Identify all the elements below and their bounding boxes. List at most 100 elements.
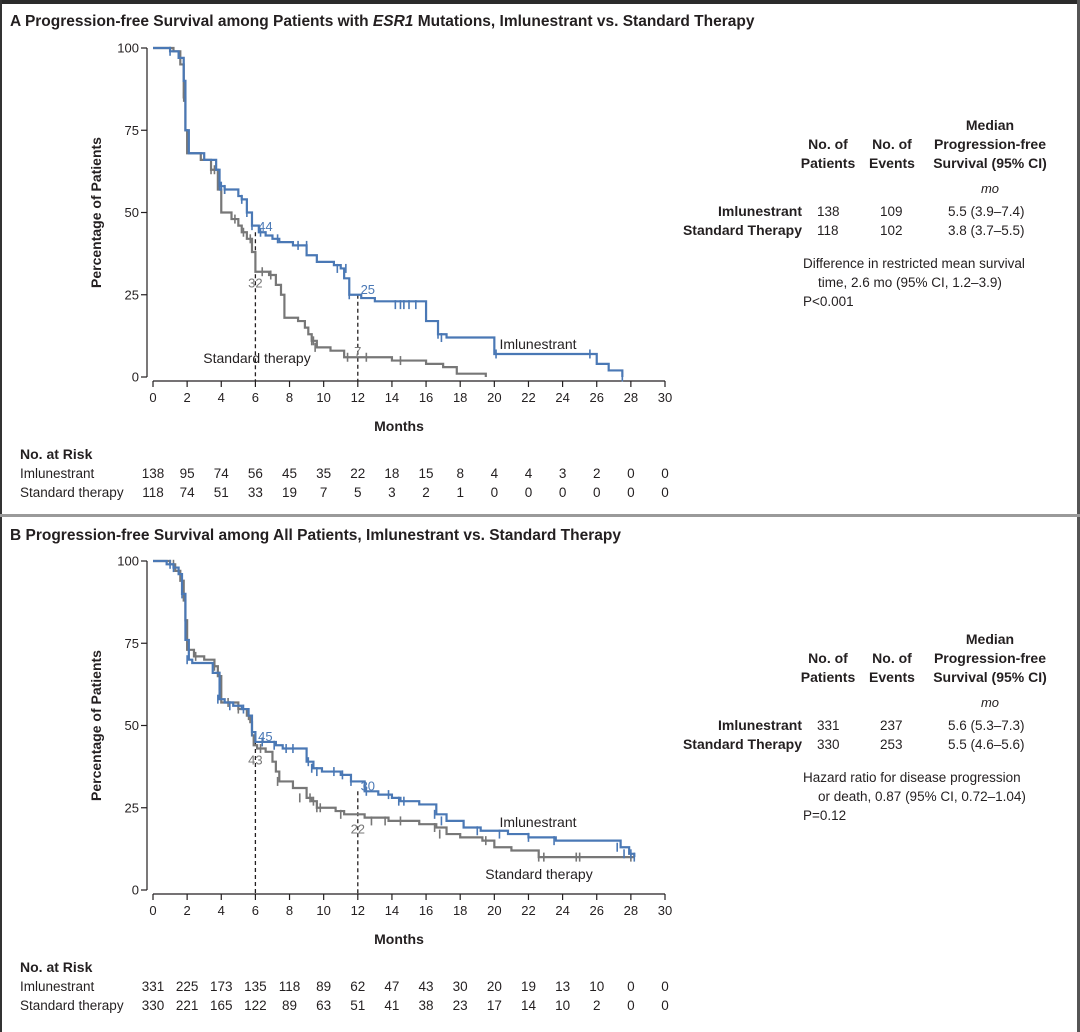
risk-value: 51 — [350, 998, 365, 1013]
km-curve-standard — [153, 46, 487, 377]
table-arm-name: Imlunestrant — [718, 717, 802, 733]
risk-value: 4 — [525, 466, 533, 481]
x-tick-label: 12 — [351, 390, 365, 405]
km-curve-standard — [153, 559, 635, 859]
table-events: 237 — [880, 718, 903, 733]
y-axis-label: Percentage of Patients — [88, 137, 104, 288]
annotation-value: 32 — [248, 276, 262, 291]
risk-row-label: Standard therapy — [20, 485, 124, 500]
risk-value: 0 — [627, 485, 635, 500]
panel-title: A Progression-free Survival among Patien… — [10, 13, 755, 30]
series-label-standard: Standard therapy — [485, 866, 592, 882]
title-text: Progression-free Survival among Patients… — [25, 13, 373, 30]
risk-value: 62 — [350, 979, 365, 994]
risk-value: 4 — [491, 466, 499, 481]
panel-a-svg: A Progression-free Survival among Patien… — [10, 13, 1047, 500]
x-tick-label: 30 — [658, 903, 672, 918]
risk-value: 138 — [142, 466, 165, 481]
risk-value: 15 — [419, 466, 434, 481]
risk-value: 0 — [661, 998, 669, 1013]
panel-b-svg: B Progression-free Survival among All Pa… — [10, 527, 1047, 1013]
risk-value: 89 — [282, 998, 297, 1013]
risk-value: 0 — [661, 979, 669, 994]
table-events: 109 — [880, 204, 903, 219]
risk-value: 118 — [279, 979, 301, 994]
events-header-2: Events — [869, 669, 915, 685]
annotation-value: 44 — [258, 219, 272, 234]
median-header-1: Median — [966, 117, 1014, 133]
x-tick-label: 6 — [252, 903, 259, 918]
risk-value: 331 — [142, 979, 165, 994]
y-tick-label: 0 — [132, 883, 139, 898]
table-events: 102 — [880, 223, 903, 238]
x-tick-label: 26 — [589, 390, 603, 405]
stat-line-1: Difference in restricted mean survival — [803, 256, 1025, 271]
x-tick-label: 0 — [149, 390, 156, 405]
series-label-imlunestrant: Imlunestrant — [499, 336, 576, 352]
risk-value: 56 — [248, 466, 263, 481]
risk-value: 35 — [316, 466, 331, 481]
title-text-end: Mutations, Imlunestrant vs. Standard The… — [413, 13, 754, 30]
x-tick-label: 16 — [419, 390, 433, 405]
events-header-1: No. of — [872, 650, 912, 666]
risk-value: 165 — [210, 998, 233, 1013]
risk-value: 2 — [593, 466, 601, 481]
patients-header-2: Patients — [801, 669, 856, 685]
panel-a: A Progression-free Survival among Patien… — [0, 4, 1080, 516]
risk-value: 14 — [521, 998, 537, 1013]
risk-value: 0 — [627, 998, 635, 1013]
y-tick-label: 50 — [125, 718, 139, 733]
stat-line-2: time, 2.6 mo (95% CI, 1.2–3.9) — [818, 275, 1002, 290]
series-label-standard: Standard therapy — [203, 350, 310, 366]
risk-value: 47 — [384, 979, 399, 994]
x-tick-label: 10 — [316, 390, 330, 405]
risk-value: 22 — [350, 466, 365, 481]
x-tick-label: 24 — [555, 390, 569, 405]
risk-value: 18 — [384, 466, 399, 481]
top-border — [0, 0, 1080, 4]
stat-line-1: Hazard ratio for disease progression — [803, 770, 1021, 785]
risk-value: 51 — [214, 485, 229, 500]
table-events: 253 — [880, 737, 903, 752]
annotation-value: 45 — [258, 729, 272, 744]
risk-value: 135 — [244, 979, 267, 994]
annotation-value: 7 — [354, 344, 361, 359]
x-tick-label: 4 — [218, 903, 225, 918]
risk-value: 225 — [176, 979, 199, 994]
table-arm-name: Standard Therapy — [683, 222, 802, 238]
median-header-3: Survival (95% CI) — [933, 155, 1047, 171]
stat-line-3: P<0.001 — [803, 294, 854, 309]
x-tick-label: 0 — [149, 903, 156, 918]
table-patients: 331 — [817, 718, 840, 733]
x-tick-label: 10 — [316, 903, 330, 918]
x-tick-label: 22 — [521, 390, 535, 405]
risk-value: 3 — [559, 466, 567, 481]
x-tick-label: 14 — [385, 390, 399, 405]
risk-value: 63 — [316, 998, 331, 1013]
table-median: 5.5 (4.6–5.6) — [948, 737, 1025, 752]
risk-value: 0 — [491, 485, 499, 500]
y-tick-label: 25 — [125, 800, 139, 815]
table-patients: 138 — [817, 204, 840, 219]
risk-value: 0 — [627, 466, 635, 481]
x-tick-label: 14 — [385, 903, 399, 918]
risk-value: 1 — [456, 485, 464, 500]
risk-value: 7 — [320, 485, 328, 500]
series-label-imlunestrant: Imlunestrant — [499, 814, 576, 830]
x-tick-label: 16 — [419, 903, 433, 918]
y-axis-label: Percentage of Patients — [88, 650, 104, 801]
y-tick-label: 75 — [125, 636, 139, 651]
risk-value: 118 — [142, 485, 164, 500]
risk-row-label: Standard therapy — [20, 998, 124, 1013]
x-tick-label: 8 — [286, 390, 293, 405]
title-emphasis: ESR1 — [373, 13, 414, 30]
risk-value: 74 — [180, 485, 196, 500]
risk-value: 173 — [210, 979, 233, 994]
panel-divider — [0, 514, 1080, 517]
risk-value: 122 — [244, 998, 267, 1013]
y-tick-label: 25 — [125, 287, 139, 302]
risk-value: 43 — [419, 979, 434, 994]
y-tick-label: 50 — [125, 205, 139, 220]
table-arm-name: Imlunestrant — [718, 203, 802, 219]
risk-table-title: No. at Risk — [20, 446, 93, 462]
